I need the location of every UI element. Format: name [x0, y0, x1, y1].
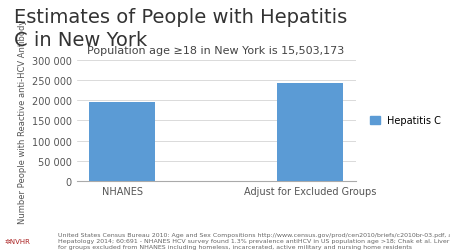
- Text: Estimates of People with Hepatitis
C in New York: Estimates of People with Hepatitis C in …: [14, 8, 347, 50]
- Title: Population age ≥18 in New York is 15,503,173: Population age ≥18 in New York is 15,503…: [87, 46, 345, 55]
- Legend: Hepatitis C: Hepatitis C: [366, 112, 445, 130]
- Y-axis label: Number People with Reactive anti-HCV Antibody: Number People with Reactive anti-HCV Ant…: [18, 19, 27, 223]
- Text: ✲NVHR: ✲NVHR: [4, 238, 31, 244]
- Bar: [277, 83, 343, 181]
- Bar: [89, 102, 155, 181]
- Text: United States Census Bureau 2010: Age and Sex Compositions http://www.census.gov: United States Census Bureau 2010: Age an…: [58, 232, 450, 249]
